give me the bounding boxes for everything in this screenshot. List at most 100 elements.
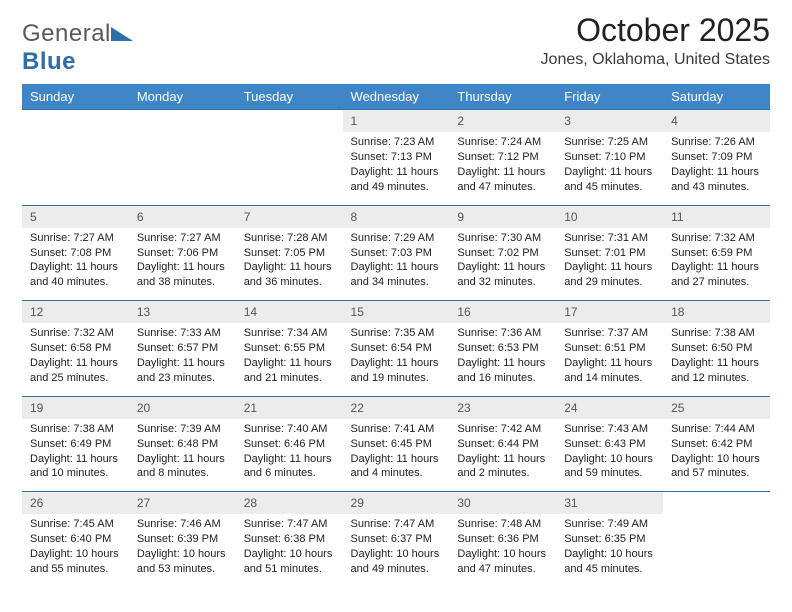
day-number-cell: 14 — [236, 301, 343, 324]
brand-triangle-icon — [111, 20, 133, 48]
day-number-cell: 13 — [129, 301, 236, 324]
day-number-cell: 30 — [449, 492, 556, 515]
day-info-cell: Sunrise: 7:35 AMSunset: 6:54 PMDaylight:… — [343, 323, 450, 396]
brand-part2: Blue — [22, 48, 76, 75]
day-info-cell: Sunrise: 7:44 AMSunset: 6:42 PMDaylight:… — [663, 419, 770, 492]
day-info-cell: Sunrise: 7:38 AMSunset: 6:49 PMDaylight:… — [22, 419, 129, 492]
day-info-cell: Sunrise: 7:43 AMSunset: 6:43 PMDaylight:… — [556, 419, 663, 492]
sunset-text: Sunset: 7:12 PM — [457, 150, 548, 165]
sunset-text: Sunset: 6:58 PM — [30, 341, 121, 356]
sunrise-text: Sunrise: 7:36 AM — [457, 326, 548, 341]
info-row: Sunrise: 7:27 AMSunset: 7:08 PM Daylight:… — [22, 228, 770, 301]
sunset-text: Sunset: 7:09 PM — [671, 150, 762, 165]
daylight-text: Daylight: 10 hours and 55 minutes. — [30, 547, 121, 577]
sunset-text: Sunset: 6:42 PM — [671, 437, 762, 452]
calendar-head: Sunday Monday Tuesday Wednesday Thursday… — [22, 84, 770, 110]
day-number-cell — [236, 110, 343, 133]
daynum-row: 12131415161718 — [22, 301, 770, 324]
day-info-cell: Sunrise: 7:31 AMSunset: 7:01 PMDaylight:… — [556, 228, 663, 301]
day-info-cell: Sunrise: 7:33 AMSunset: 6:57 PMDaylight:… — [129, 323, 236, 396]
brand-part1: General — [22, 20, 111, 47]
daylight-text: Daylight: 11 hours and 8 minutes. — [137, 452, 228, 482]
daylight-text: Daylight: 11 hours and 2 minutes. — [457, 452, 548, 482]
title-block: October 2025 Jones, Oklahoma, United Sta… — [541, 12, 770, 69]
sunset-text: Sunset: 6:49 PM — [30, 437, 121, 452]
day-number-cell: 31 — [556, 492, 663, 515]
sunset-text: Sunset: 6:50 PM — [671, 341, 762, 356]
day-number-cell: 3 — [556, 110, 663, 133]
sunset-text: Sunset: 6:39 PM — [137, 532, 228, 547]
daylight-text: Daylight: 11 hours and 38 minutes. — [137, 260, 228, 290]
sunset-text: Sunset: 7:02 PM — [457, 246, 548, 261]
daylight-text: Daylight: 11 hours and 19 minutes. — [351, 356, 442, 386]
sunset-text: Sunset: 6:43 PM — [564, 437, 655, 452]
day-number-cell: 7 — [236, 205, 343, 228]
day-number-cell: 1 — [343, 110, 450, 133]
sunrise-text: Sunrise: 7:45 AM — [30, 517, 121, 532]
weekday-header: Thursday — [449, 84, 556, 110]
sunrise-text: Sunrise: 7:32 AM — [30, 326, 121, 341]
daynum-row: 19202122232425 — [22, 396, 770, 419]
daylight-text: Daylight: 11 hours and 10 minutes. — [30, 452, 121, 482]
sunrise-text: Sunrise: 7:26 AM — [671, 135, 762, 150]
sunset-text: Sunset: 6:59 PM — [671, 246, 762, 261]
day-number-cell: 5 — [22, 205, 129, 228]
daylight-text: Daylight: 11 hours and 43 minutes. — [671, 165, 762, 195]
sunrise-text: Sunrise: 7:40 AM — [244, 422, 335, 437]
daylight-text: Daylight: 10 hours and 47 minutes. — [457, 547, 548, 577]
sunrise-text: Sunrise: 7:24 AM — [457, 135, 548, 150]
day-info-cell: Sunrise: 7:30 AMSunset: 7:02 PMDaylight:… — [449, 228, 556, 301]
day-info-cell — [129, 132, 236, 205]
sunset-text: Sunset: 6:53 PM — [457, 341, 548, 356]
day-info-cell: Sunrise: 7:23 AMSunset: 7:13 PMDaylight:… — [343, 132, 450, 205]
day-number-cell: 6 — [129, 205, 236, 228]
day-number-cell: 24 — [556, 396, 663, 419]
day-number-cell: 25 — [663, 396, 770, 419]
day-number-cell: 17 — [556, 301, 663, 324]
weekday-row: Sunday Monday Tuesday Wednesday Thursday… — [22, 84, 770, 110]
info-row: Sunrise: 7:23 AMSunset: 7:13 PMDaylight:… — [22, 132, 770, 205]
daylight-text: Daylight: 10 hours and 57 minutes. — [671, 452, 762, 482]
info-row: Sunrise: 7:38 AMSunset: 6:49 PMDaylight:… — [22, 419, 770, 492]
header: GeneralBlue October 2025 Jones, Oklahoma… — [22, 12, 770, 76]
daylight-text: Daylight: 10 hours and 59 minutes. — [564, 452, 655, 482]
day-number-cell: 16 — [449, 301, 556, 324]
daynum-row: 262728293031 — [22, 492, 770, 515]
weekday-header: Sunday — [22, 84, 129, 110]
daylight-text: Daylight: 11 hours and 16 minutes. — [457, 356, 548, 386]
sunset-text: Sunset: 7:08 PM — [30, 246, 121, 261]
day-number-cell: 18 — [663, 301, 770, 324]
sunrise-text: Sunrise: 7:28 AM — [244, 231, 335, 246]
sunset-text: Sunset: 6:51 PM — [564, 341, 655, 356]
daylight-text: Daylight: 11 hours and 49 minutes. — [351, 165, 442, 195]
sunrise-text: Sunrise: 7:44 AM — [671, 422, 762, 437]
sunrise-text: Sunrise: 7:31 AM — [564, 231, 655, 246]
sunset-text: Sunset: 6:48 PM — [137, 437, 228, 452]
sunset-text: Sunset: 6:54 PM — [351, 341, 442, 356]
daylight-text: Daylight: 11 hours and 21 minutes. — [244, 356, 335, 386]
day-info-cell: Sunrise: 7:42 AMSunset: 6:44 PMDaylight:… — [449, 419, 556, 492]
brand-text: GeneralBlue — [22, 20, 133, 76]
brand-logo: GeneralBlue — [22, 20, 133, 76]
day-info-cell — [663, 514, 770, 586]
sunset-text: Sunset: 6:35 PM — [564, 532, 655, 547]
info-row: Sunrise: 7:32 AMSunset: 6:58 PM Daylight:… — [22, 323, 770, 396]
weekday-header: Tuesday — [236, 84, 343, 110]
day-number-cell: 15 — [343, 301, 450, 324]
day-info-cell: Sunrise: 7:36 AMSunset: 6:53 PMDaylight:… — [449, 323, 556, 396]
sunrise-text: Sunrise: 7:27 AM — [30, 231, 121, 246]
daylight-text: Daylight: 11 hours and 14 minutes. — [564, 356, 655, 386]
sunset-text: Sunset: 7:06 PM — [137, 246, 228, 261]
daylight-text: Daylight: 10 hours and 53 minutes. — [137, 547, 228, 577]
sunrise-text: Sunrise: 7:23 AM — [351, 135, 442, 150]
sunset-text: Sunset: 7:10 PM — [564, 150, 655, 165]
sunrise-text: Sunrise: 7:43 AM — [564, 422, 655, 437]
daylight-text: Daylight: 11 hours and 23 minutes. — [137, 356, 228, 386]
day-number-cell: 27 — [129, 492, 236, 515]
daylight-text: Daylight: 11 hours and 32 minutes. — [457, 260, 548, 290]
day-number-cell: 20 — [129, 396, 236, 419]
day-number-cell: 4 — [663, 110, 770, 133]
daynum-row: 567891011 — [22, 205, 770, 228]
sunrise-text: Sunrise: 7:49 AM — [564, 517, 655, 532]
sunrise-text: Sunrise: 7:42 AM — [457, 422, 548, 437]
